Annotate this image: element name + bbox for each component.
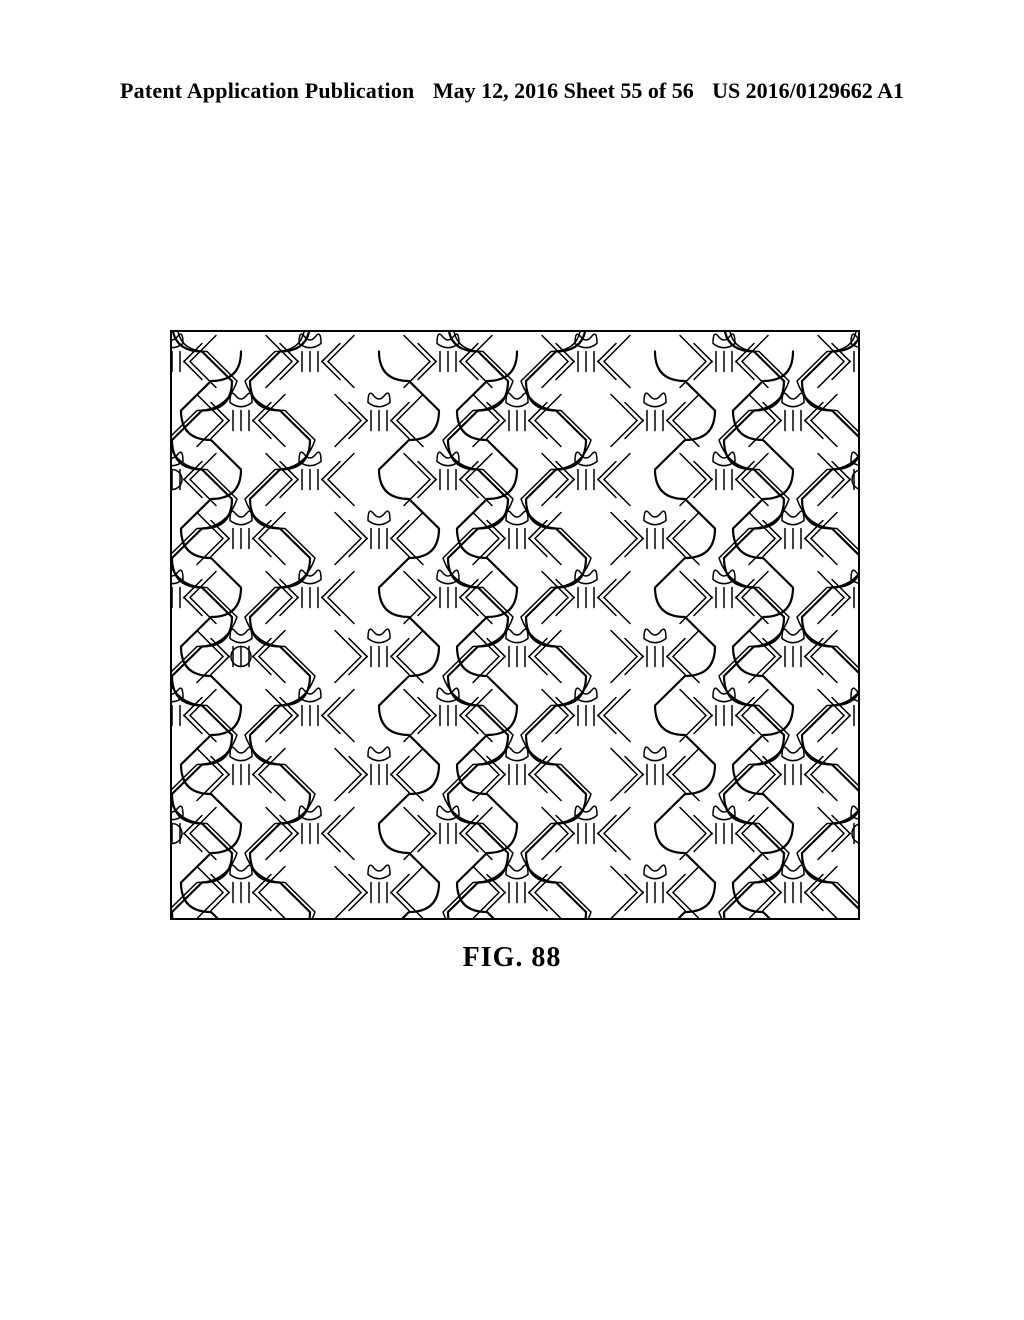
header-left: Patent Application Publication (120, 78, 414, 104)
header-center: May 12, 2016 Sheet 55 of 56 (433, 78, 694, 104)
header-right: US 2016/0129662 A1 (712, 78, 904, 104)
page-header: Patent Application Publication May 12, 2… (0, 78, 1024, 104)
figure-border (170, 330, 860, 920)
figure-caption: FIG. 88 (0, 942, 1024, 974)
figure-88 (170, 330, 860, 920)
figure-svg (172, 332, 860, 920)
page: Patent Application Publication May 12, 2… (0, 0, 1024, 1320)
